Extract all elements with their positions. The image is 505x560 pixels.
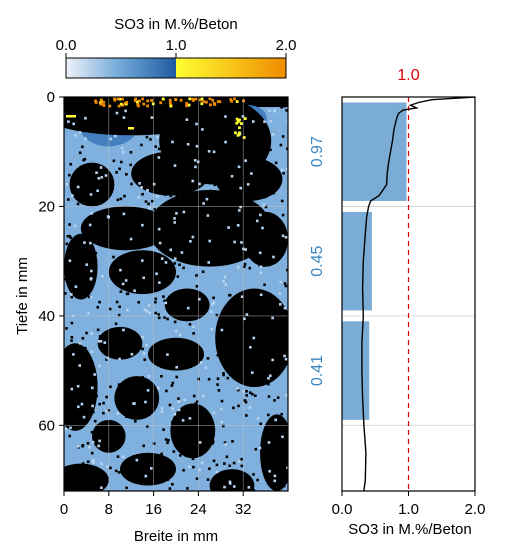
bar-value-label: 0.41 [309, 355, 326, 386]
y-tick-label: 60 [38, 417, 55, 434]
x-tick-label: 0.0 [332, 501, 353, 518]
heatmap-x-axis-label: Breite in mm [134, 528, 218, 545]
colorbar-title: SO3 in M.%/Beton [114, 16, 237, 33]
x-tick-label: 0 [60, 501, 68, 518]
y-tick-label: 20 [38, 198, 55, 215]
colorbar-tick-label: 1.0 [166, 37, 187, 54]
colorbar [65, 53, 287, 79]
bar [342, 102, 407, 201]
heatmap-y-axis-label: Tiefe in mm [14, 257, 31, 335]
x-tick-label: 24 [190, 501, 207, 518]
reference-line-label: 1.0 [397, 67, 419, 84]
profile-x-axis-label: SO3 in M.%/Beton [348, 521, 471, 538]
x-tick-label: 32 [235, 501, 252, 518]
x-tick-label: 2.0 [465, 501, 486, 518]
colorbar-tick-label: 0.0 [56, 37, 77, 54]
bar [342, 321, 370, 420]
x-tick-label: 8 [105, 501, 113, 518]
profile-line [361, 97, 475, 491]
bar-value-label: 0.45 [309, 245, 326, 276]
colorbar-tick-label: 2.0 [276, 37, 297, 54]
heatmap-panel: 0 8 16 24 32 0 20 40 60 [38, 89, 289, 518]
y-tick-label: 0 [47, 89, 55, 106]
bar-value-label: 0.97 [309, 136, 326, 167]
light-speckles [64, 109, 288, 490]
profile-panel: 0.0 1.0 2.0 [332, 96, 486, 518]
x-tick-label: 1.0 [398, 501, 419, 518]
x-tick-label: 16 [145, 501, 162, 518]
high-concentration-pixels [66, 97, 247, 139]
pores [64, 103, 288, 491]
y-tick-label: 40 [38, 308, 55, 325]
bar [342, 211, 372, 311]
